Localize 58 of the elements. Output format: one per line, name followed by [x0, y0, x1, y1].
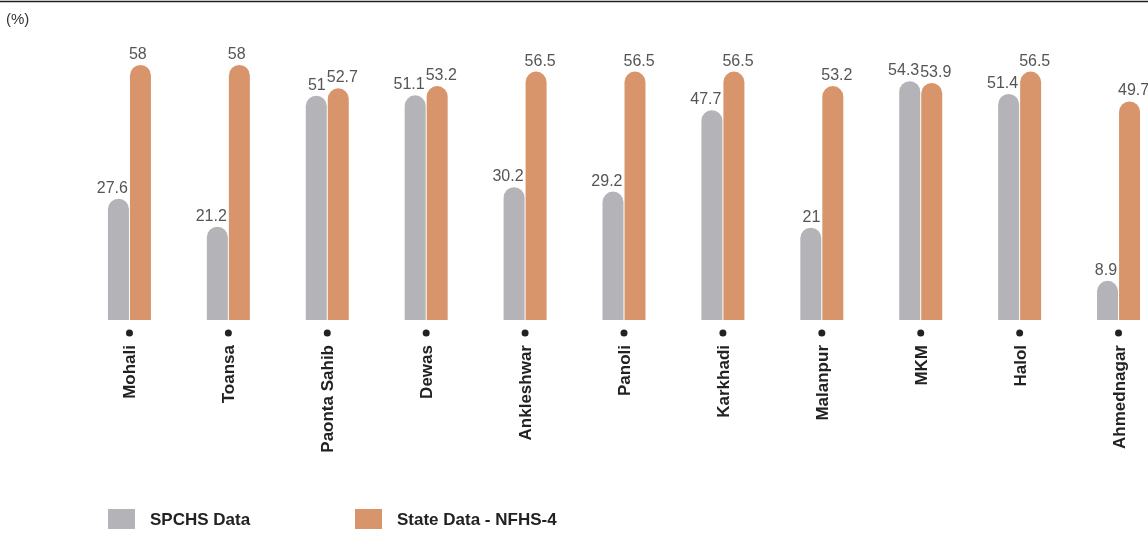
bar [1097, 280, 1119, 320]
bar [426, 86, 448, 320]
data-label: 58 [227, 45, 246, 62]
data-label: 49.7 [1118, 81, 1148, 99]
x-tick-label: Malanpur [812, 344, 832, 421]
data-label: 56.5 [722, 51, 754, 69]
data-label: 30.2 [492, 167, 524, 185]
bar [723, 71, 745, 320]
bar [1020, 71, 1042, 320]
x-tick-label: Ankleshwar [516, 344, 536, 441]
data-label: 21 [802, 207, 821, 225]
bar [404, 95, 426, 320]
x-tick-label: Karkhadi [713, 345, 733, 418]
x-tick-label: Mohali [120, 345, 140, 399]
bar [800, 227, 822, 320]
data-label: 54.3 [888, 61, 920, 79]
data-label: 53.9 [920, 63, 952, 81]
x-tick-label: Halol [1010, 345, 1030, 387]
data-label: 58 [128, 45, 147, 62]
data-label: 56.5 [623, 51, 655, 69]
data-label: 51.1 [393, 75, 425, 93]
y-axis-title: (%) [6, 10, 30, 27]
data-label: 56.5 [1019, 51, 1051, 69]
bar [998, 94, 1020, 320]
data-label: 27.6 [96, 178, 129, 196]
data-label: 51.4 [987, 74, 1019, 92]
bar [327, 88, 349, 320]
x-tick-label: Ahmednagar [1109, 344, 1129, 449]
bar [305, 95, 327, 320]
data-label: 53.2 [821, 66, 853, 84]
bar [602, 191, 624, 320]
bar [129, 65, 151, 320]
bar [206, 226, 228, 320]
bar [921, 83, 943, 320]
x-tick-label: Paonta Sahib [318, 345, 338, 453]
data-label: 52.7 [326, 68, 359, 86]
legend-label: SPCHS Data [150, 510, 251, 529]
data-label: 21.2 [195, 206, 227, 224]
x-tick-label: Toansa [219, 344, 239, 404]
data-label: 8.9 [1094, 260, 1118, 278]
bar [1119, 101, 1141, 320]
bar [899, 81, 921, 320]
x-tick-label: MKM [911, 345, 931, 386]
data-label: 56.5 [524, 51, 556, 69]
x-tick-label: Dewas [417, 345, 437, 399]
bar [503, 187, 525, 320]
data-label: 51 [307, 75, 326, 93]
data-label: 53.2 [425, 66, 457, 84]
legend-label: State Data - NFHS-4 [397, 510, 558, 529]
bar [525, 71, 547, 320]
bar [624, 71, 646, 320]
data-label: 29.2 [591, 171, 623, 189]
data-label: 47.7 [690, 90, 722, 108]
bar [822, 86, 844, 320]
bar [107, 198, 129, 320]
x-tick-label: Panoli [615, 345, 634, 397]
bar [228, 65, 250, 320]
bar [701, 110, 723, 320]
